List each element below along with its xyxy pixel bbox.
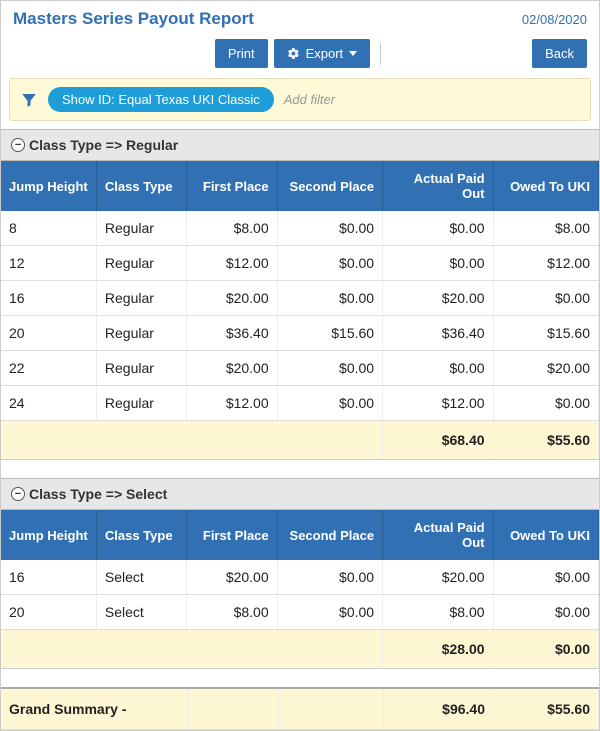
subtotal-row: $68.40 $55.60	[1, 421, 599, 460]
cell-owed: $0.00	[493, 595, 598, 630]
cell-second: $0.00	[277, 351, 382, 386]
cell-ctype: Select	[96, 595, 186, 630]
cell-second: $0.00	[277, 211, 382, 246]
cell-owed: $0.00	[493, 560, 598, 595]
cell-owed: $12.00	[493, 246, 598, 281]
cell-actual: $8.00	[383, 595, 493, 630]
filter-chip[interactable]: Show ID: Equal Texas UKI Classic	[48, 87, 274, 112]
group-label: Class Type => Select	[29, 486, 167, 502]
report-container: Masters Series Payout Report 02/08/2020 …	[0, 0, 600, 731]
grand-table: Grand Summary - $96.40 $55.60	[1, 687, 599, 730]
cell-first: $12.00	[187, 246, 277, 281]
table-row: 22 Regular $20.00 $0.00 $0.00 $20.00	[1, 351, 599, 386]
cell-second: $0.00	[277, 246, 382, 281]
cell-jump: 20	[1, 595, 96, 630]
table-row: 20 Regular $36.40 $15.60 $36.40 $15.60	[1, 316, 599, 351]
table-row: 16 Select $20.00 $0.00 $20.00 $0.00	[1, 560, 599, 595]
cell-ctype: Regular	[96, 281, 186, 316]
cell-second: $0.00	[277, 281, 382, 316]
data-groups: − Class Type => Regular Jump Height Clas…	[1, 129, 599, 730]
back-button[interactable]: Back	[532, 39, 587, 68]
cell-owed: $15.60	[493, 316, 598, 351]
report-date: 02/08/2020	[522, 12, 587, 27]
table-head: Jump Height Class Type First Place Secon…	[1, 161, 599, 211]
cell-owed: $0.00	[493, 281, 598, 316]
cell-ctype: Regular	[96, 351, 186, 386]
grand-actual: $96.40	[384, 688, 494, 730]
cell-ctype: Regular	[96, 211, 186, 246]
group-header[interactable]: − Class Type => Regular	[1, 129, 599, 161]
cell-first: $8.00	[187, 595, 277, 630]
filter-icon[interactable]	[20, 91, 38, 109]
chevron-down-icon	[349, 51, 357, 56]
cell-first: $20.00	[187, 560, 277, 595]
cell-actual: $20.00	[383, 560, 493, 595]
group-label: Class Type => Regular	[29, 137, 178, 153]
toolbar-separator	[380, 43, 381, 65]
export-button[interactable]: Export	[274, 39, 371, 68]
collapse-icon[interactable]: −	[11, 138, 25, 152]
cell-first: $12.00	[187, 386, 277, 421]
cell-jump: 16	[1, 281, 96, 316]
cell-first: $8.00	[187, 211, 277, 246]
cell-ctype: Regular	[96, 246, 186, 281]
cell-ctype: Select	[96, 560, 186, 595]
table-row: 24 Regular $12.00 $0.00 $12.00 $0.00	[1, 386, 599, 421]
collapse-icon[interactable]: −	[11, 487, 25, 501]
cell-actual: $36.40	[383, 316, 493, 351]
cell-second: $0.00	[277, 386, 382, 421]
export-label: Export	[306, 46, 344, 61]
cell-actual: $0.00	[383, 246, 493, 281]
subtotal-actual: $68.40	[383, 421, 493, 460]
filter-bar: Show ID: Equal Texas UKI Classic Add fil…	[9, 78, 591, 121]
cell-ctype: Regular	[96, 386, 186, 421]
add-filter[interactable]: Add filter	[284, 92, 335, 107]
cell-second: $0.00	[277, 560, 382, 595]
cell-owed: $20.00	[493, 351, 598, 386]
cell-ctype: Regular	[96, 316, 186, 351]
table-row: 20 Select $8.00 $0.00 $8.00 $0.00	[1, 595, 599, 630]
table-head: Jump Height Class Type First Place Secon…	[1, 510, 599, 560]
back-label: Back	[545, 46, 574, 61]
cell-owed: $8.00	[493, 211, 598, 246]
print-label: Print	[228, 46, 255, 61]
cell-jump: 8	[1, 211, 96, 246]
grand-owed: $55.60	[494, 688, 599, 730]
report-header: Masters Series Payout Report 02/08/2020	[1, 1, 599, 33]
cell-first: $36.40	[187, 316, 277, 351]
cell-jump: 22	[1, 351, 96, 386]
data-table: Jump Height Class Type First Place Secon…	[1, 161, 599, 460]
subtotal-actual: $28.00	[383, 630, 493, 669]
print-button[interactable]: Print	[215, 39, 268, 68]
cell-actual: $0.00	[383, 351, 493, 386]
cell-jump: 12	[1, 246, 96, 281]
data-table: Jump Height Class Type First Place Secon…	[1, 510, 599, 669]
group-header[interactable]: − Class Type => Select	[1, 478, 599, 510]
grand-summary-row: Grand Summary - $96.40 $55.60	[1, 688, 599, 730]
cell-jump: 24	[1, 386, 96, 421]
table-row: 16 Regular $20.00 $0.00 $20.00 $0.00	[1, 281, 599, 316]
page-title: Masters Series Payout Report	[13, 9, 254, 29]
cell-actual: $0.00	[383, 211, 493, 246]
cell-second: $15.60	[277, 316, 382, 351]
gear-icon	[287, 47, 300, 60]
cell-first: $20.00	[187, 351, 277, 386]
subtotal-owed: $55.60	[493, 421, 598, 460]
cell-actual: $20.00	[383, 281, 493, 316]
subtotal-owed: $0.00	[493, 630, 598, 669]
toolbar: Print Export Back	[1, 33, 599, 78]
cell-first: $20.00	[187, 281, 277, 316]
table-row: 8 Regular $8.00 $0.00 $0.00 $8.00	[1, 211, 599, 246]
grand-label: Grand Summary -	[1, 688, 189, 730]
cell-actual: $12.00	[383, 386, 493, 421]
cell-second: $0.00	[277, 595, 382, 630]
cell-jump: 16	[1, 560, 96, 595]
subtotal-row: $28.00 $0.00	[1, 630, 599, 669]
cell-owed: $0.00	[493, 386, 598, 421]
cell-jump: 20	[1, 316, 96, 351]
table-row: 12 Regular $12.00 $0.00 $0.00 $12.00	[1, 246, 599, 281]
